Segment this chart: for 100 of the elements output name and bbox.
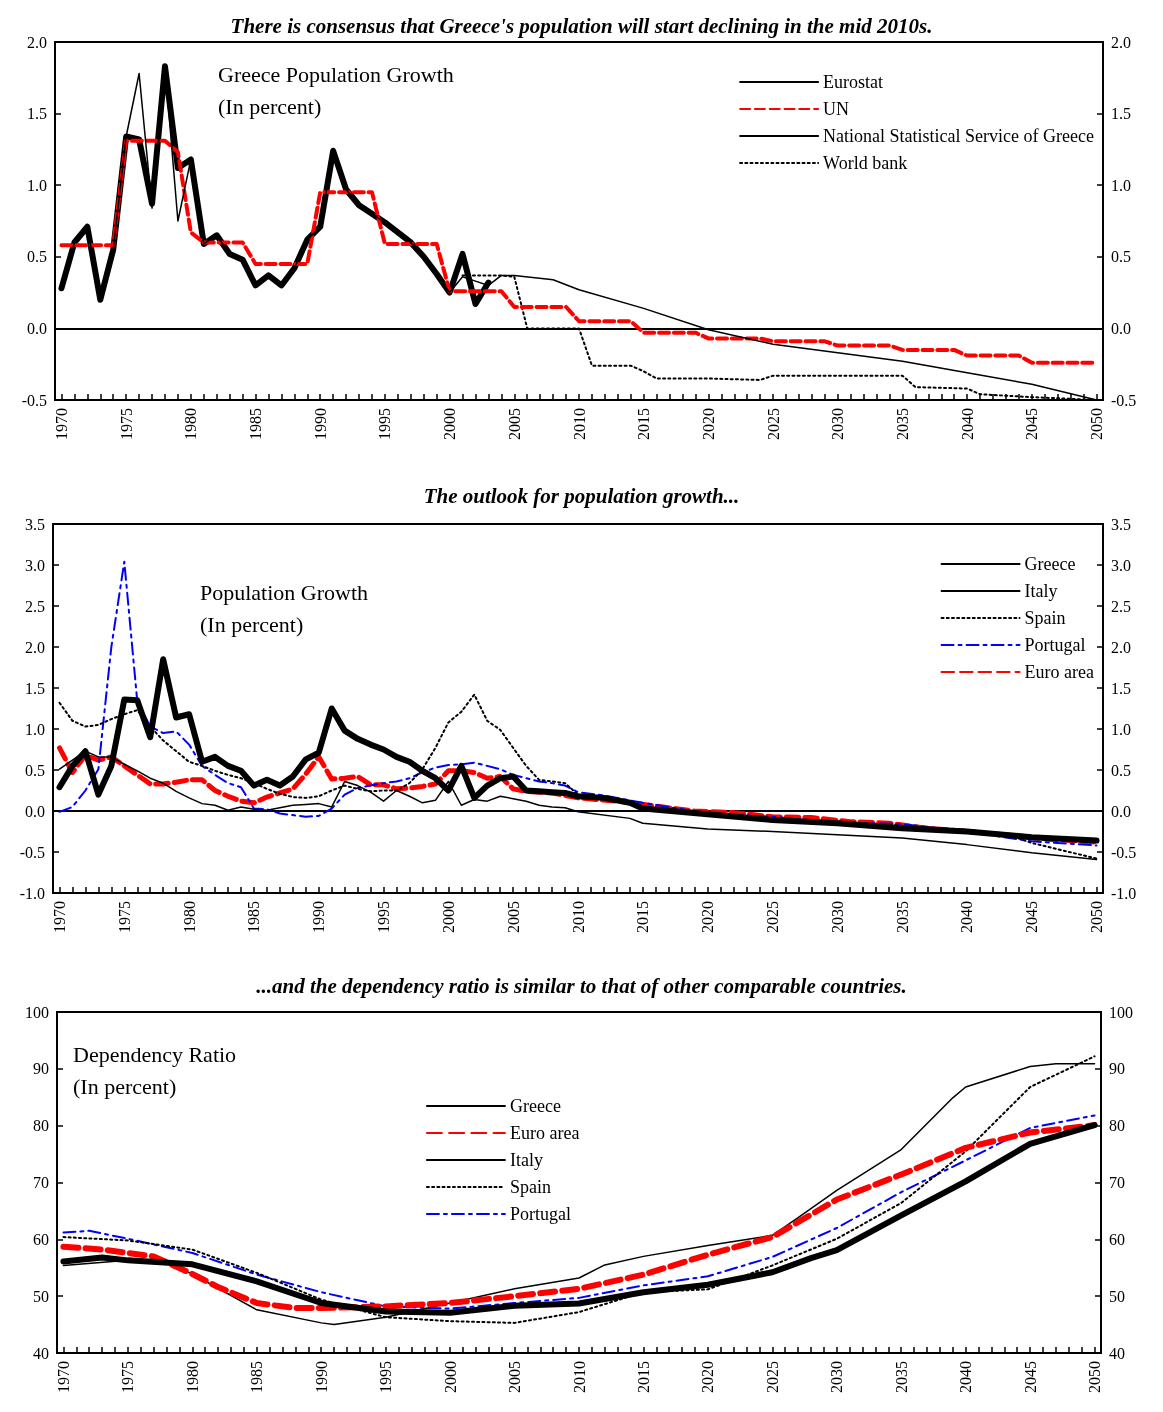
x-tick-label: 1985	[245, 901, 263, 933]
x-tick-label: 2015	[634, 1361, 652, 1393]
y-tick-label: 0.0	[25, 802, 45, 820]
y2-tick-label: 100	[1109, 1003, 1133, 1021]
y-tick-label: 3.0	[25, 556, 45, 574]
y2-tick-label: 1.5	[1111, 105, 1131, 123]
chart-title: The outlook for population growth...	[423, 483, 740, 508]
legend-label: Greece	[509, 1096, 561, 1116]
x-tick-label: 2025	[763, 1361, 781, 1393]
x-tick-label: 2010	[570, 408, 588, 440]
x-tick-label: 2020	[699, 1361, 717, 1393]
legend-label: Greece	[1024, 554, 1076, 574]
y-tick-label: 1.5	[25, 679, 45, 697]
y-tick-label: 2.0	[27, 33, 47, 51]
y-tick-label: -0.5	[19, 843, 45, 861]
x-tick-label: 2030	[828, 901, 846, 933]
y-tick-label: 0.0	[27, 319, 47, 337]
x-tick-label: 1970	[52, 408, 70, 440]
y2-tick-label: -1.0	[1111, 884, 1137, 902]
y2-tick-label: 0.0	[1111, 319, 1131, 337]
y2-tick-label: 0.0	[1111, 802, 1131, 820]
y2-tick-label: 3.0	[1111, 556, 1131, 574]
y2-tick-label: 60	[1109, 1230, 1125, 1248]
legend-label: Portugal	[509, 1204, 571, 1224]
x-tick-label: 1985	[248, 1361, 266, 1393]
x-tick-label: 1980	[182, 408, 200, 440]
y2-tick-label: 1.0	[1111, 720, 1131, 738]
legend-label: Portugal	[1024, 635, 1086, 655]
y2-tick-label: 0.5	[1111, 248, 1131, 266]
y-tick-label: 80	[33, 1117, 49, 1135]
x-tick-label: 2005	[506, 1361, 524, 1393]
y2-tick-label: 50	[1109, 1287, 1125, 1305]
x-tick-label: 2040	[957, 1361, 975, 1393]
y-tick-label: 90	[33, 1060, 49, 1078]
x-tick-label: 2050	[1088, 408, 1106, 440]
legend-label: UN	[823, 99, 850, 119]
y-tick-label: 100	[25, 1003, 49, 1021]
x-tick-label: 2050	[1086, 1361, 1104, 1393]
x-tick-label: 2010	[569, 901, 587, 933]
x-tick-label: 2020	[699, 408, 717, 440]
x-tick-label: 1970	[54, 1361, 72, 1393]
y-tick-label: 2.0	[25, 638, 45, 656]
x-tick-label: 2030	[828, 1361, 846, 1393]
legend-label: Italy	[1024, 581, 1058, 601]
y-tick-label: 1.0	[25, 720, 45, 738]
x-tick-label: 2015	[635, 408, 653, 440]
x-tick-label: 1995	[375, 901, 393, 933]
x-tick-label: 2045	[1023, 901, 1041, 933]
x-tick-label: 2000	[441, 408, 459, 440]
x-tick-label: 2040	[958, 408, 976, 440]
y2-tick-label: 2.0	[1111, 638, 1131, 656]
x-tick-label: 1980	[180, 901, 198, 933]
legend-label: Eurostat	[823, 72, 884, 92]
y-tick-label: 70	[33, 1174, 49, 1191]
legend-label: Italy	[509, 1150, 543, 1170]
annotation: Greece Population Growth (In percent)	[218, 61, 454, 119]
chart-title: ...and the dependency ratio is similar to that of other comparable countries.	[256, 973, 907, 998]
y2-tick-label: 1.5	[1111, 679, 1131, 697]
x-tick-label: 1970	[50, 901, 68, 933]
y-tick-label: 3.5	[25, 515, 45, 533]
y2-tick-label: 40	[1109, 1344, 1125, 1362]
y-tick-label: 50	[33, 1287, 49, 1305]
legend-label: Euro area	[1024, 662, 1095, 682]
y-tick-label: 1.0	[27, 176, 47, 194]
x-tick-label: 1975	[115, 901, 133, 933]
y2-tick-label: 70	[1109, 1174, 1125, 1191]
x-tick-label: 2030	[829, 408, 847, 440]
y-tick-label: 0.5	[27, 248, 47, 266]
legend-label: World bank	[823, 153, 908, 173]
y2-tick-label: 2.0	[1111, 33, 1131, 51]
x-tick-label: 1980	[183, 1361, 201, 1393]
y-tick-label: -0.5	[21, 391, 47, 409]
y2-tick-label: 1.0	[1111, 176, 1131, 194]
legend-label: Euro area	[509, 1123, 580, 1143]
x-tick-label: 2045	[1021, 1361, 1039, 1393]
x-tick-label: 1985	[247, 408, 265, 440]
y-tick-label: 60	[33, 1230, 49, 1248]
x-tick-label: 2025	[763, 901, 781, 933]
x-tick-label: 2050	[1088, 901, 1106, 933]
x-tick-label: 1975	[117, 408, 135, 440]
x-tick-label: 1990	[312, 1361, 330, 1393]
x-tick-label: 2035	[893, 408, 911, 440]
y-tick-label: 1.5	[27, 105, 47, 123]
x-tick-label: 2025	[764, 408, 782, 440]
y-tick-label: -1.0	[19, 884, 45, 902]
x-tick-label: 2000	[441, 1361, 459, 1393]
x-tick-label: 1990	[311, 408, 329, 440]
y2-tick-label: 90	[1109, 1060, 1125, 1078]
x-tick-label: 2040	[958, 901, 976, 933]
chart-title: There is consensus that Greece's population will start declining in the mid 2010s.	[230, 13, 933, 38]
legend-label: Spain	[509, 1177, 551, 1197]
y2-tick-label: -0.5	[1111, 843, 1137, 861]
annotation: Dependency Ratio (In percent)	[73, 1041, 237, 1099]
legend-label: Spain	[1024, 608, 1066, 628]
x-tick-label: 2035	[893, 901, 911, 933]
x-tick-label: 2005	[505, 408, 523, 440]
x-tick-label: 2045	[1023, 408, 1041, 440]
x-tick-label: 2015	[634, 901, 652, 933]
y2-tick-label: 3.5	[1111, 515, 1131, 533]
x-tick-label: 2010	[570, 1361, 588, 1393]
